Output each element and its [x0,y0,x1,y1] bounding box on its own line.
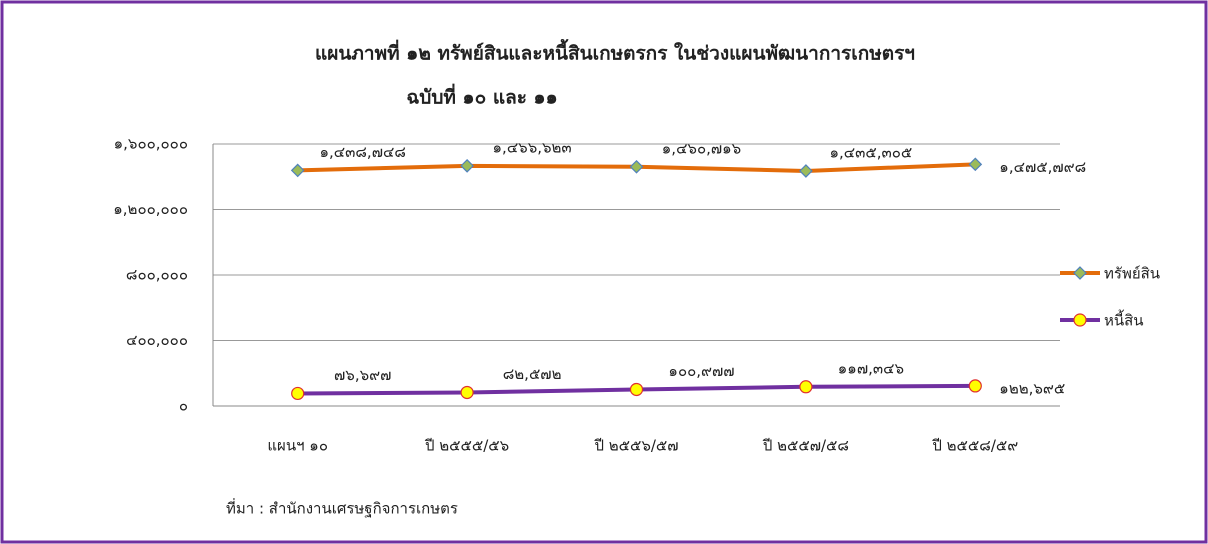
x-tick-label: ปี ๒๕๕๕/๕๖ [424,437,509,455]
point [799,380,813,394]
data-label: ๑,๔๓๕,๓๐๕ [830,143,913,161]
y-tick-label: ๑,๖๐๐,๐๐๐ [114,135,188,153]
point [460,385,474,400]
data-label: ๑๒๒,๖๙๕ [999,379,1065,397]
data-label: ๑๐๐,๙๗๗ [668,362,734,380]
legend-label: หนี้สิน [1104,310,1144,330]
chart-title: ฉบับที่ ๑๐ และ ๑๑ [406,84,557,109]
point [460,158,474,173]
point [629,159,644,174]
point [290,163,305,178]
y-tick-label: ๑,๒๐๐,๐๐๐ [113,200,188,218]
x-tick-label: แผนฯ ๑๐ [267,437,328,455]
data-label: ๑,๔๗๕,๗๙๘ [999,158,1086,176]
point [1073,313,1087,327]
chart-title: แผนภาพที่ ๑๒ ทรัพย์สินและหนี้สินเกษตรกร … [315,39,915,65]
data-label: ๑,๔๖๖,๖๒๓ [493,138,572,156]
data-label: ๑,๔๖๐,๗๑๖ [662,139,741,157]
legend-label: ทรัพย์สิน [1104,265,1160,283]
x-tick-label: ปี ๒๕๕๖/๕๗ [594,437,679,455]
point [968,379,982,393]
point [629,382,644,397]
data-label: ๑๑๗,๓๔๖ [838,359,904,377]
y-tick-label: ๐ [179,397,188,415]
x-tick-label: ปี ๒๕๕๘/๕๙ [931,437,1018,455]
data-label: ๗๖,๖๙๗ [334,366,391,384]
data-label: ๑,๔๓๘,๗๔๘ [319,143,405,161]
point [1073,266,1087,280]
x-tick-label: ปี ๒๕๕๗/๕๘ [762,437,849,455]
source: ที่มา : สำนักงานเศรษฐกิจการเกษตร [226,498,458,518]
point [291,386,305,401]
point [968,157,983,172]
data-label: ๘๒,๕๗๒ [503,365,562,383]
y-tick-label: ๘๐๐,๐๐๐ [126,266,188,284]
point [799,164,813,178]
y-tick-label: ๔๐๐,๐๐๐ [126,331,188,349]
